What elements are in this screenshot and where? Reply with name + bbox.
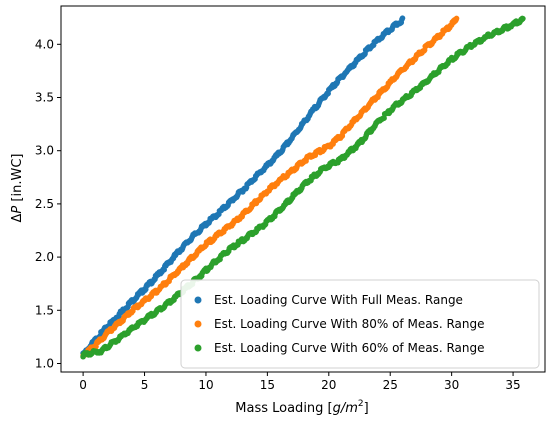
x-axis-label-prefix: Mass Loading [ — [235, 401, 332, 416]
y-axis-label-delta: Δ — [10, 213, 25, 222]
y-tick-label: 2.5 — [35, 197, 54, 211]
y-tick-label: 3.5 — [35, 91, 54, 105]
x-tick-label: 20 — [321, 378, 336, 392]
y-tick-label: 4.0 — [35, 37, 54, 51]
legend: Est. Loading Curve With Full Meas. Range… — [180, 279, 540, 369]
legend-marker-1 — [194, 296, 202, 304]
x-tick-label: 0 — [79, 378, 87, 392]
y-tick-label: 2.0 — [35, 250, 54, 264]
y-tick-label: 1.0 — [35, 356, 54, 370]
plot-area — [80, 15, 526, 360]
legend-label-2: Est. Loading Curve With 80% of Meas. Ran… — [214, 317, 484, 331]
legend-label-3: Est. Loading Curve With 60% of Meas. Ran… — [214, 341, 484, 355]
legend-marker-2 — [194, 320, 202, 328]
x-axis-label-math: g/m — [333, 401, 358, 416]
series-1-point — [399, 15, 406, 21]
series-3 — [80, 15, 526, 360]
y-axis-label-suffix: [in.WC] — [10, 154, 25, 206]
y-axis-label-math: P — [10, 206, 25, 214]
x-axis-label-suffix: ] — [364, 401, 369, 416]
x-tick-label: 10 — [198, 378, 213, 392]
legend-marker-3 — [194, 344, 202, 352]
x-tick-label: 30 — [444, 378, 459, 392]
series-3-point — [520, 15, 526, 22]
legend-label-1: Est. Loading Curve With Full Meas. Range — [214, 293, 463, 307]
y-axis-label: ΔP [in.WC] — [10, 154, 25, 223]
axes: 0 5 10 15 20 25 30 35 1.0 1.5 2.0 2.5 3.0 3.5 4.0 — [35, 5, 546, 392]
series-2 — [80, 15, 460, 359]
x-tick-label: 5 — [141, 378, 149, 392]
x-tick-label: 25 — [383, 378, 398, 392]
series-3-point — [381, 115, 387, 121]
plot-frame — [60, 5, 546, 373]
x-axis-label-superscript: 2 — [358, 399, 364, 409]
legend-box — [180, 279, 540, 369]
y-tick-label: 1.5 — [35, 303, 54, 317]
x-axis-label: Mass Loading [g/m2] — [235, 399, 368, 416]
y-tick-label: 3.0 — [35, 144, 54, 158]
x-tick-label: 35 — [505, 378, 520, 392]
series-2-point — [453, 15, 460, 22]
x-tick-label: 15 — [260, 378, 275, 392]
